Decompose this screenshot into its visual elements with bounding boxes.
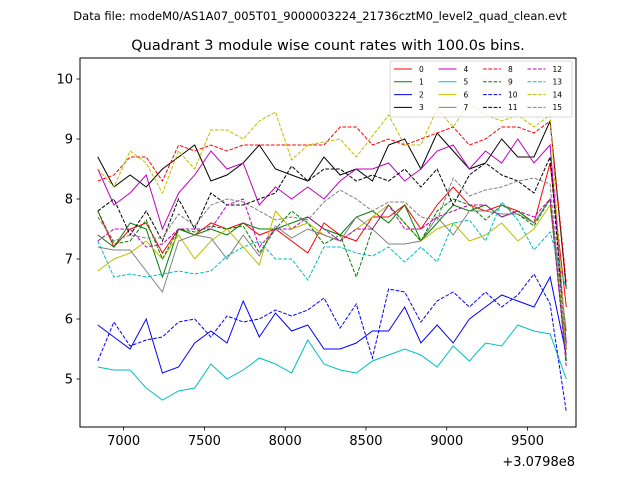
x-axis-offset-label: +3.0798e8 <box>502 455 575 470</box>
legend-label-7: 7 <box>464 103 469 112</box>
series-line-9 <box>97 197 567 362</box>
figure-suptitle: Data file: modeM0/AS1A07_005T01_90000032… <box>73 9 567 23</box>
legend-label-10: 10 <box>508 90 518 99</box>
series-line-12 <box>97 197 567 368</box>
y-tick-label: 9 <box>65 133 73 148</box>
series-line-7 <box>97 197 567 332</box>
y-tick-label: 10 <box>56 73 73 88</box>
legend-label-8: 8 <box>508 65 513 74</box>
legend-label-12: 12 <box>553 65 563 74</box>
legend-label-14: 14 <box>553 90 563 99</box>
legend-label-9: 9 <box>508 78 513 87</box>
legend-label-5: 5 <box>464 78 469 87</box>
x-axis: 7000 7500 8000 8500 9000 9500 <box>107 427 544 449</box>
y-tick-label: 7 <box>65 253 73 268</box>
x-tick-label: 7000 <box>107 434 140 449</box>
x-tick-label: 9500 <box>511 434 544 449</box>
x-tick-label: 8000 <box>269 434 302 449</box>
legend-label-1: 1 <box>419 78 424 87</box>
series-line-2 <box>97 275 567 374</box>
legend-label-15: 15 <box>553 103 563 112</box>
y-tick-label: 5 <box>65 373 73 388</box>
legend-box <box>389 60 573 118</box>
series-line-10 <box>97 273 567 413</box>
chart-title: Quadrant 3 module wise count rates with … <box>131 38 525 54</box>
legend-label-3: 3 <box>419 103 424 112</box>
series-line-4 <box>97 138 567 344</box>
series-line-11 <box>97 156 567 350</box>
legend-label-0: 0 <box>419 65 424 74</box>
y-tick-label: 6 <box>65 313 73 328</box>
series-line-1 <box>97 197 567 362</box>
series-line-15 <box>97 177 567 356</box>
series-line-13 <box>97 201 567 290</box>
legend-label-2: 2 <box>419 90 424 99</box>
y-tick-label: 8 <box>65 193 73 208</box>
series-line-8 <box>97 120 567 284</box>
legend-label-4: 4 <box>464 65 469 74</box>
series-line-5 <box>97 324 567 401</box>
axes-frame <box>79 57 577 428</box>
x-tick-label: 8500 <box>349 434 382 449</box>
legend-label-13: 13 <box>553 78 563 87</box>
legend-label-11: 11 <box>508 103 518 112</box>
x-tick-label: 9000 <box>430 434 463 449</box>
y-axis: 5 6 7 8 9 10 <box>56 73 80 388</box>
x-tick-label: 7500 <box>188 434 221 449</box>
legend-label-6: 6 <box>464 90 469 99</box>
